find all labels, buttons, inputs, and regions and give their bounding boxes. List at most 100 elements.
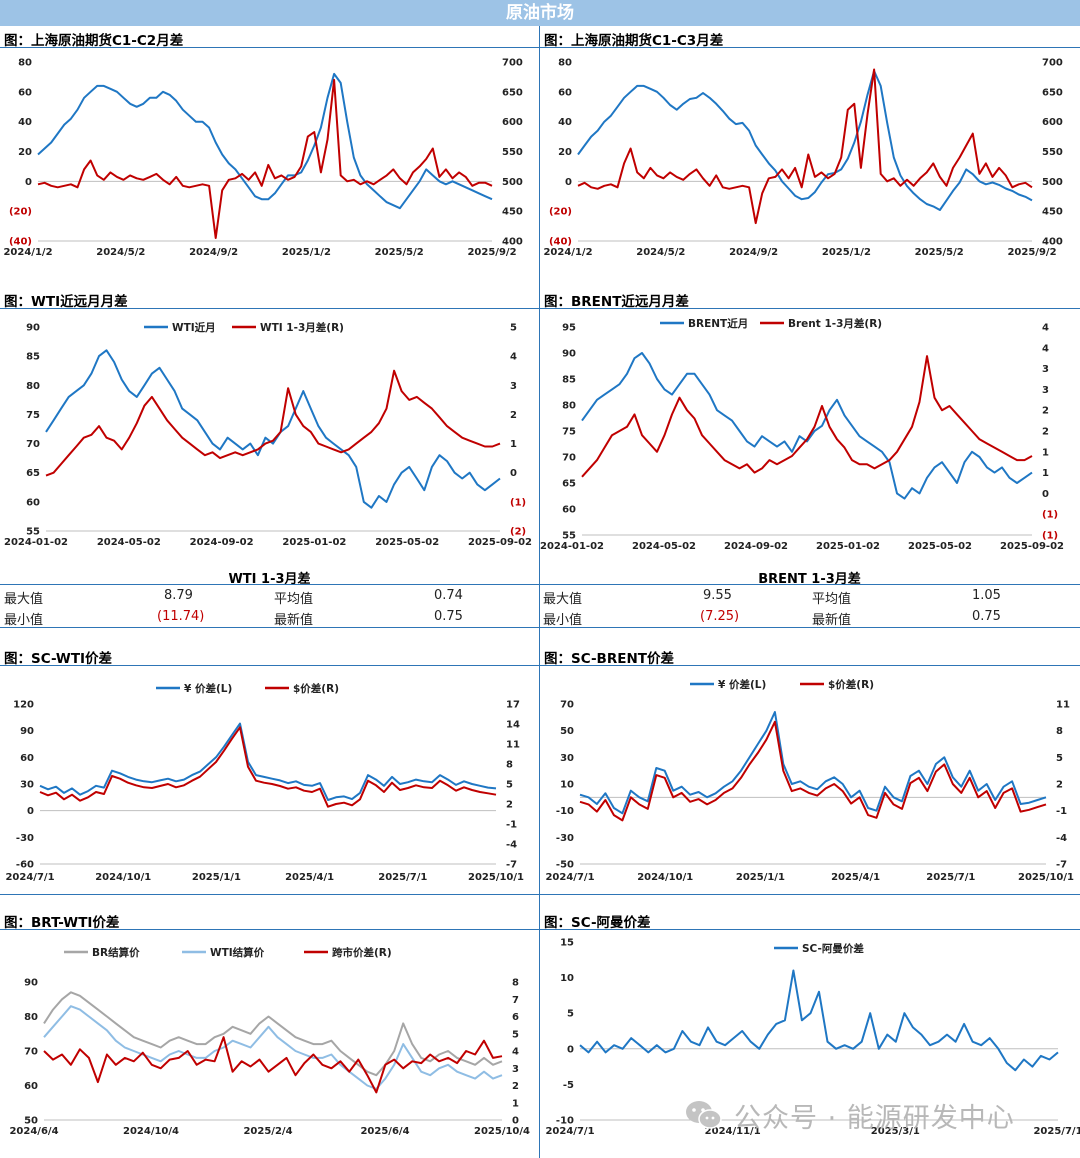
x-tick-label: 2025/1/2 bbox=[822, 247, 871, 258]
series-line-0 bbox=[37, 72, 493, 210]
x-tick-label: 2024/6/4 bbox=[9, 1126, 58, 1137]
chart-brt-wti: 90 80 70 60 50 8 7 6 5 4 3 2 1 0 2024/6/4 2024/10/4 2025… bbox=[9, 946, 530, 1137]
y-tick-label: (20) bbox=[9, 207, 32, 218]
x-tick-label: 2025/10/1 bbox=[1018, 872, 1074, 883]
wechat-icon bbox=[686, 1101, 722, 1129]
x-tick-label: 2024/5/2 bbox=[636, 247, 685, 258]
y2-tick-label: -4 bbox=[506, 840, 517, 851]
series-line-1 bbox=[581, 355, 1033, 478]
stat-min-value: (7.25) bbox=[700, 609, 740, 624]
x-tick-label: 2024-01-02 bbox=[4, 537, 68, 548]
column-divider bbox=[539, 26, 540, 1158]
y-tick-label: 55 bbox=[562, 531, 576, 542]
y-tick-label: 0 bbox=[27, 806, 34, 817]
y-tick-label: 85 bbox=[26, 352, 40, 363]
chart-title-sc-c1c2: 图：上海原油期货C1-C2月差 bbox=[4, 33, 184, 49]
chart-sc-c1c2: 806040200(20)(40)70065060055050045040020… bbox=[3, 58, 523, 259]
x-tick-label: 2024/7/1 bbox=[5, 872, 54, 883]
x-tick-label: 2025/1/1 bbox=[192, 872, 241, 883]
y2-tick-label: (1) bbox=[510, 497, 526, 508]
y-tick-label: 70 bbox=[26, 439, 40, 450]
y2-tick-label: 2 bbox=[506, 800, 513, 811]
y-tick-label: 90 bbox=[24, 978, 38, 989]
y-tick-label: 65 bbox=[562, 479, 576, 490]
y2-tick-label: 11 bbox=[1056, 700, 1070, 711]
y2-tick-label: 8 bbox=[506, 760, 513, 771]
y-tick-label: 30 bbox=[560, 753, 574, 764]
stat-last-label: 最新值 bbox=[274, 613, 314, 628]
y-tick-label: 50 bbox=[560, 726, 574, 737]
y-tick-label: 60 bbox=[24, 1081, 38, 1092]
y2-tick-label: 1 bbox=[1042, 468, 1049, 479]
series-line-1 bbox=[579, 720, 1047, 822]
y2-tick-label: 700 bbox=[1042, 58, 1063, 69]
y-tick-label: 80 bbox=[558, 58, 572, 69]
stat-max-value: 8.79 bbox=[164, 588, 193, 603]
legend-label: WTI结算价 bbox=[210, 946, 265, 959]
y2-tick-label: 450 bbox=[1042, 207, 1063, 218]
legend-label: BR结算价 bbox=[92, 946, 140, 959]
series-line-1 bbox=[45, 369, 501, 477]
chart-sc-wti: 120 90 60 30 0 -30 -60 17 14 11 8 5 2 -1 -4 -7 2024/7/1 2… bbox=[5, 682, 524, 883]
y-tick-label: 60 bbox=[20, 753, 34, 764]
x-tick-label: 2025-09-02 bbox=[1000, 541, 1064, 552]
legend-label: $价差(R) bbox=[293, 682, 339, 695]
y2-tick-label: 8 bbox=[512, 978, 519, 989]
y2-tick-label: 3 bbox=[1042, 385, 1049, 396]
legend-label: Brent 1-3月差(R) bbox=[788, 317, 882, 330]
x-tick-label: 2025/5/2 bbox=[375, 247, 424, 258]
y2-tick-label: -7 bbox=[1056, 860, 1067, 871]
series-line-0 bbox=[579, 969, 1059, 1072]
divider bbox=[0, 627, 1080, 628]
y-tick-label: -10 bbox=[556, 806, 574, 817]
y2-tick-label: 0 bbox=[510, 468, 517, 479]
x-tick-label: 2025-01-02 bbox=[816, 541, 880, 552]
y2-tick-label: 5 bbox=[512, 1029, 519, 1040]
y-tick-label: 85 bbox=[562, 375, 576, 386]
y-tick-label: 90 bbox=[26, 323, 40, 334]
y-tick-label: 55 bbox=[26, 527, 40, 538]
series-line-1 bbox=[37, 78, 493, 239]
x-tick-label: 2024/1/2 bbox=[3, 247, 52, 258]
y2-tick-label: 8 bbox=[1056, 726, 1063, 737]
chart-title-sc-oman: 图：SC-阿曼价差 bbox=[544, 915, 651, 931]
x-tick-label: 2025-09-02 bbox=[468, 537, 532, 548]
y-tick-label: 60 bbox=[562, 505, 576, 516]
y-tick-label: 90 bbox=[20, 726, 34, 737]
stat-min-label: 最小值 bbox=[543, 613, 583, 628]
y-tick-label: 10 bbox=[560, 973, 574, 984]
series-line-1 bbox=[39, 726, 497, 808]
chart-title-sc-brent: 图：SC-BRENT价差 bbox=[544, 651, 674, 667]
series-line-0 bbox=[579, 711, 1047, 815]
y2-tick-label: -1 bbox=[1056, 806, 1067, 817]
y2-tick-label: 550 bbox=[1042, 147, 1063, 158]
y2-tick-label: -4 bbox=[1056, 833, 1067, 844]
y-tick-label: 60 bbox=[26, 497, 40, 508]
stats-title-brent: BRENT 1-3月差 bbox=[758, 572, 861, 587]
y2-tick-label: 5 bbox=[510, 323, 517, 334]
y-tick-label: -60 bbox=[16, 860, 34, 871]
y2-tick-label: 650 bbox=[1042, 87, 1063, 98]
stat-avg-label: 平均值 bbox=[812, 592, 852, 607]
section-banner: 原油市场 bbox=[0, 0, 1080, 26]
legend-label: BRENT近月 bbox=[688, 317, 748, 330]
y2-tick-label: 550 bbox=[502, 147, 523, 158]
y2-tick-label: 400 bbox=[502, 237, 523, 248]
chart-brent: 95 90 85 80 75 70 65 60 55 4 4 3 3 2 2 1 1 0 (1) (1) 2024-01… bbox=[540, 317, 1064, 552]
series-line-0 bbox=[39, 722, 497, 801]
watermark-text: 公众号 · 能源研发中心 bbox=[734, 1103, 1015, 1134]
y-tick-label: 50 bbox=[24, 1116, 38, 1127]
x-tick-label: 2024-09-02 bbox=[724, 541, 788, 552]
divider bbox=[0, 665, 1080, 666]
x-tick-label: 2024/7/1 bbox=[545, 1126, 594, 1137]
stat-max-value: 9.55 bbox=[703, 588, 732, 603]
y2-tick-label: 600 bbox=[502, 117, 523, 128]
stat-min-label: 最小值 bbox=[4, 613, 44, 628]
x-tick-label: 2025/3/1 bbox=[871, 1126, 920, 1137]
divider bbox=[0, 47, 1080, 48]
y-tick-label: 30 bbox=[20, 780, 34, 791]
y2-tick-label: 1 bbox=[1042, 447, 1049, 458]
y-tick-label: 5 bbox=[567, 1009, 574, 1020]
x-tick-label: 2025/1/2 bbox=[282, 247, 331, 258]
y-tick-label: 0 bbox=[25, 177, 32, 188]
